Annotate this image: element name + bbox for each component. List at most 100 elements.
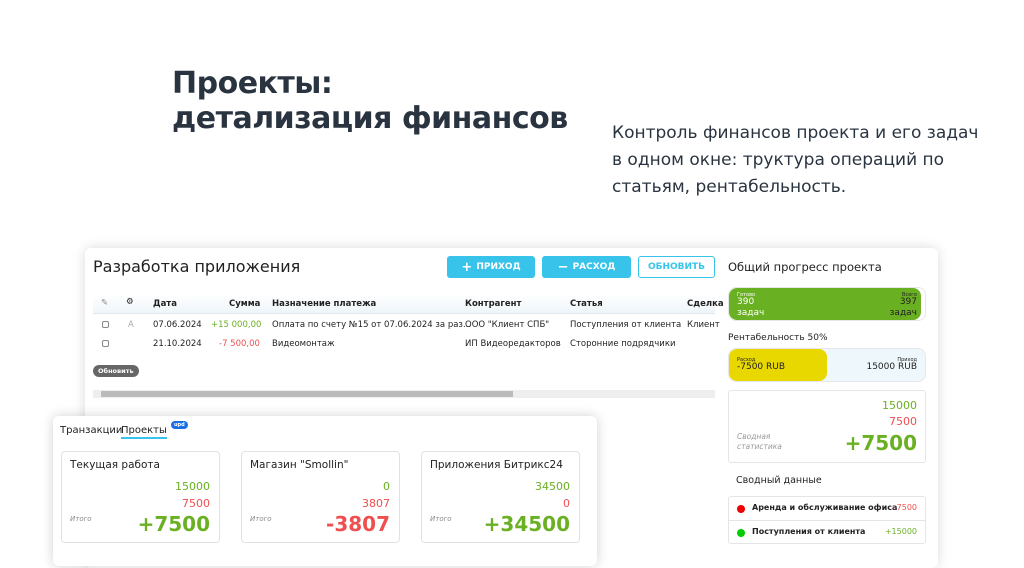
- profitability-bar: Расход -7500 RUB Приход 15000 RUB: [728, 348, 926, 382]
- desc-line: статьям, рентабельность.: [612, 177, 847, 197]
- card-income: 15000: [175, 480, 210, 493]
- card-expense: 7500: [182, 497, 210, 510]
- progress-fill: [729, 288, 922, 320]
- income-value: 15000 RUB: [866, 362, 917, 372]
- card-total: +34500: [483, 512, 570, 536]
- row-flag: A: [128, 320, 134, 330]
- settings-icon[interactable]: ⚙: [126, 297, 134, 307]
- card-name: Текущая работа: [70, 459, 160, 471]
- title-line: Проекты:: [172, 66, 333, 101]
- page-title: Проекты: детализация финансов: [172, 66, 568, 136]
- cell-purpose: Оплата по счету №15 от 07.06.2024 за раз…: [272, 320, 472, 330]
- project-card[interactable]: Магазин "Smollin" 0 3807 Итого -3807: [241, 451, 400, 543]
- card-expense: 3807: [362, 497, 390, 510]
- done-label: Готово: [737, 292, 756, 298]
- income-label: Приход: [897, 357, 917, 363]
- label-line: Сводная: [737, 432, 771, 441]
- stat-label: Сводная статистика: [737, 432, 782, 452]
- cell-purpose: Видеомонтаж: [272, 339, 335, 349]
- expense-label: Расход: [737, 357, 756, 363]
- col-date[interactable]: Дата: [153, 299, 177, 309]
- project-card[interactable]: Текущая работа 15000 7500 Итого +7500: [61, 451, 220, 543]
- summary-value: +15000: [884, 527, 917, 536]
- right-panel: Общий прогресс проекта Готово 390 задач …: [728, 248, 938, 568]
- projects-widget: Транзакции Проекты upd Текущая работа 15…: [53, 416, 597, 566]
- total-value: 397: [899, 297, 917, 307]
- horizontal-scrollbar[interactable]: [93, 390, 715, 398]
- plus-icon: +: [461, 259, 473, 275]
- card-income: 0: [383, 480, 390, 493]
- update-badge: upd: [171, 421, 188, 429]
- summary-value: -7500: [893, 503, 917, 512]
- summary-name: Аренда и обслуживание офиса: [752, 503, 898, 512]
- profitability-title: Рентабельность 50%: [728, 333, 828, 343]
- edit-icon[interactable]: ✎: [101, 298, 109, 308]
- table-row[interactable]: A 07.06.2024 +15 000,00 Оплата по счету …: [93, 317, 720, 335]
- card-total-label: Итого: [430, 515, 452, 523]
- label-line: статистика: [737, 442, 782, 451]
- add-expense-button[interactable]: − РАСХОД: [542, 256, 631, 278]
- row-checkbox[interactable]: [102, 321, 109, 328]
- col-counterparty[interactable]: Контрагент: [465, 299, 522, 309]
- table-body: A 07.06.2024 +15 000,00 Оплата по счету …: [85, 248, 723, 568]
- small-refresh-button[interactable]: Обновить: [93, 365, 139, 377]
- summary-name: Поступления от клиента: [752, 527, 866, 536]
- col-article[interactable]: Статья: [570, 299, 603, 309]
- card-total: +7500: [137, 512, 210, 536]
- col-sum[interactable]: Сумма: [229, 299, 261, 309]
- card-income: 34500: [535, 480, 570, 493]
- refresh-button[interactable]: ОБНОВИТЬ: [638, 256, 715, 278]
- summary-stat-card: 15000 7500 Сводная статистика +7500: [728, 390, 926, 463]
- description: Контроль финансов проекта и его задач в …: [612, 120, 992, 201]
- total-unit: задач: [889, 308, 917, 318]
- minus-icon: −: [557, 259, 569, 275]
- col-purpose[interactable]: Назначение платежа: [272, 299, 377, 309]
- cell-date: 21.10.2024: [153, 339, 202, 349]
- summary-item: Поступления от клиента +15000: [729, 521, 925, 545]
- label: РАСХОД: [572, 262, 616, 272]
- progress-title: Общий прогресс проекта: [728, 260, 882, 274]
- table-row[interactable]: 21.10.2024 -7 500,00 Видеомонтаж ИП Виде…: [93, 336, 715, 354]
- green-dot-icon: [737, 529, 745, 537]
- tab-transactions[interactable]: Транзакции: [60, 425, 123, 436]
- project-name: Разработка приложения: [93, 257, 301, 276]
- desc-line: в одном окне: труктура операций по: [612, 150, 945, 170]
- profitability-fill: [729, 349, 827, 381]
- title-line: детализация финансов: [172, 101, 568, 136]
- cell-date: 07.06.2024: [153, 320, 202, 330]
- card-total-label: Итого: [70, 515, 92, 523]
- table-header: ✎ ⚙ Дата Сумма Назначение платежа Контра…: [93, 294, 724, 314]
- summary-title: Сводный данные: [736, 475, 822, 486]
- done-value: 390: [737, 297, 755, 307]
- card-name: Приложения Битрикс24: [430, 459, 563, 471]
- label: ПРИХОД: [476, 262, 521, 272]
- expense-value: -7500 RUB: [737, 362, 786, 372]
- stat-income: 15000: [882, 399, 917, 412]
- task-progress-bar: Готово 390 задач Всего 397 задач: [728, 287, 926, 321]
- cell-counterparty: ИП Видеоредакторов: [465, 339, 561, 349]
- col-deal[interactable]: Сделка: [687, 299, 724, 309]
- label: ОБНОВИТЬ: [647, 262, 706, 272]
- cell-counterparty: ООО "Клиент СПБ": [465, 320, 550, 330]
- cell-sum: +15 000,00: [211, 320, 262, 330]
- stat-total: +7500: [844, 431, 917, 455]
- desc-line: Контроль финансов проекта и его задач: [612, 123, 979, 143]
- add-income-button[interactable]: + ПРИХОД: [447, 256, 535, 278]
- card-name: Магазин "Smollin": [250, 459, 349, 471]
- cell-article: Поступления от клиента: [570, 320, 682, 330]
- row-checkbox[interactable]: [102, 340, 109, 347]
- scrollbar-thumb[interactable]: [101, 391, 513, 397]
- cell-deal: Клиент: [687, 320, 720, 330]
- tab-projects[interactable]: Проекты: [121, 425, 167, 439]
- summary-item: Аренда и обслуживание офиса -7500: [729, 497, 925, 521]
- stat-expense: 7500: [889, 415, 917, 428]
- done-unit: задач: [737, 308, 765, 318]
- total-label: Всего: [902, 292, 917, 298]
- red-dot-icon: [737, 505, 745, 513]
- card-total-label: Итого: [250, 515, 272, 523]
- summary-list: Аренда и обслуживание офиса -7500 Поступ…: [728, 496, 926, 544]
- card-total: -3807: [326, 512, 390, 536]
- card-expense: 0: [563, 497, 570, 510]
- project-card[interactable]: Приложения Битрикс24 34500 0 Итого +3450…: [421, 451, 580, 543]
- cell-sum: -7 500,00: [219, 339, 260, 349]
